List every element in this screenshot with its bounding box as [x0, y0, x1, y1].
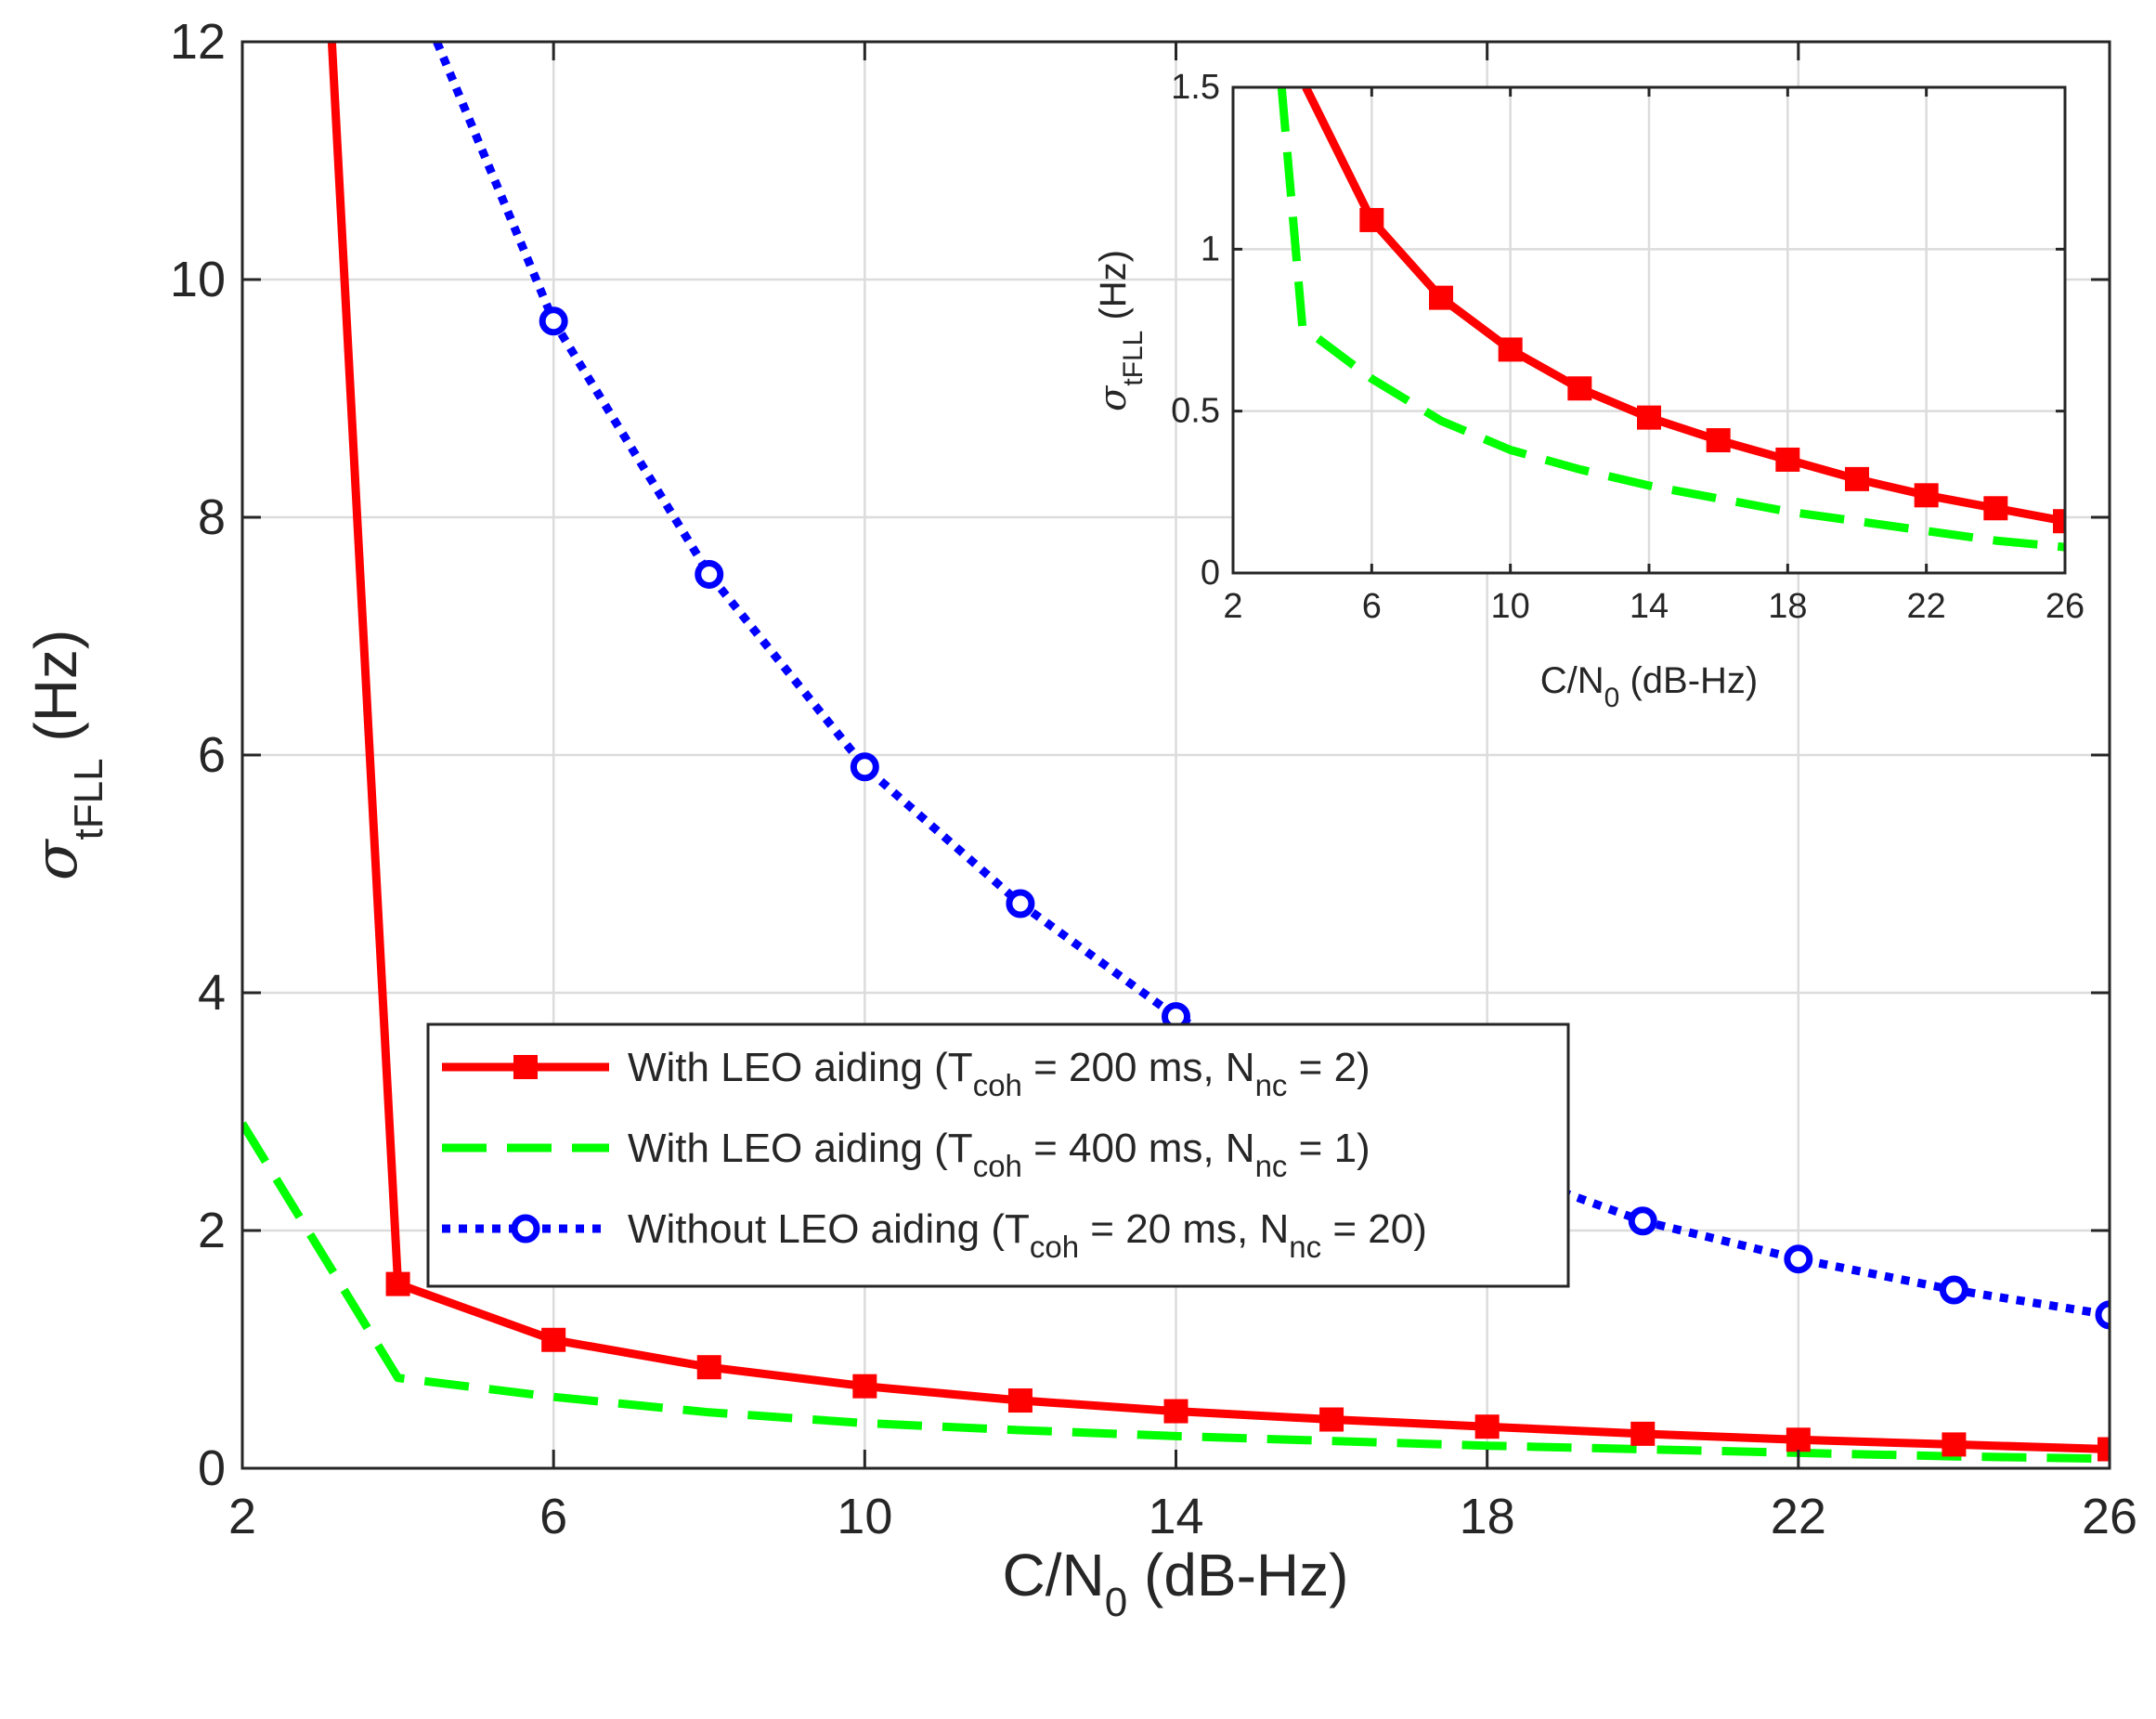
main-series-line	[433, 42, 2110, 1320]
main-marker-square	[2098, 1437, 2110, 1462]
legend-item-3: Without LEO aiding (Tcoh = 20 ms, Nnc = …	[442, 1206, 1427, 1264]
legend: With LEO aiding (Tcoh = 200 ms, Nnc = 2)…	[426, 1022, 1570, 1288]
main-marker-circle	[850, 752, 879, 782]
main-ticks	[240, 40, 2111, 1470]
main-y-tick-label: 2	[198, 1203, 226, 1258]
main-marker-square	[1163, 1399, 1188, 1424]
main-marker-circle	[1784, 1244, 1813, 1274]
inset-x-tick-label: 22	[1907, 587, 1946, 626]
main-x-tick-label: 6	[539, 1489, 567, 1544]
main-marker-square	[1942, 1432, 1967, 1457]
inset-y-tick-label: 0	[1201, 553, 1220, 593]
main-marker-square	[1007, 1388, 1033, 1413]
inset-x-tick-label: 26	[2046, 587, 2085, 626]
main-marker-square	[1319, 1407, 1344, 1432]
main-marker-circle	[539, 306, 568, 336]
legend-item-2: With LEO aiding (Tcoh = 400 ms, Nnc = 1)	[442, 1126, 1370, 1183]
inset-marker-square	[1845, 466, 1869, 491]
main-marker-square	[385, 1271, 410, 1296]
main-x-tick-label: 22	[1771, 1489, 1826, 1544]
main-marker-square	[1474, 1414, 1500, 1439]
inset-marker-square	[1775, 447, 1800, 472]
inset-x-tick-label: 6	[1362, 587, 1382, 626]
main-x-tick-label: 2	[228, 1489, 256, 1544]
main-x-tick-label: 10	[837, 1489, 892, 1544]
inset-x-axis-label: C/N0 (dB-Hz)	[1540, 660, 1758, 713]
main-y-axis-label: σtFLL (Hz)	[22, 630, 111, 880]
main-marker-circle	[1006, 889, 1035, 918]
main-marker-square	[541, 1327, 566, 1352]
inset-marker-square	[1706, 428, 1731, 453]
inset-x-tick-label: 14	[1630, 587, 1669, 626]
inset-y-tick-label: 1	[1201, 229, 1220, 268]
main-x-axis-label: C/N0 (dB-Hz)	[1003, 1542, 1349, 1625]
legend-label: Without LEO aiding (Tcoh = 20 ms, Nnc = …	[628, 1206, 1427, 1264]
inset-marker-square	[1567, 376, 1592, 401]
main-y-tick-label: 0	[198, 1440, 226, 1496]
inset-series	[1277, 87, 2065, 552]
main-y-tick-label: 12	[170, 14, 226, 70]
legend-label: With LEO aiding (Tcoh = 400 ms, Nnc = 1)	[628, 1126, 1370, 1183]
main-marker-square	[1786, 1427, 1811, 1452]
inset-series-2	[1277, 87, 2065, 552]
main-y-tick-label: 6	[198, 727, 226, 783]
main-marker-circle	[2095, 1300, 2110, 1330]
inset-marker-square	[1498, 337, 1523, 362]
main-marker-circle	[1628, 1206, 1657, 1236]
inset-x-tick-label: 10	[1491, 587, 1530, 626]
legend-label: With LEO aiding (Tcoh = 200 ms, Nnc = 2)	[628, 1045, 1370, 1102]
main-y-tick-label: 8	[198, 489, 226, 545]
legend-box	[426, 1022, 1570, 1288]
main-marker-square	[852, 1374, 877, 1399]
legend-marker-circle	[511, 1214, 540, 1244]
inset-marker-square	[2053, 509, 2065, 534]
main-series-1	[327, 42, 2110, 1462]
inset-marker-square	[1359, 207, 1384, 232]
inset-x-tick-label: 18	[1768, 587, 1807, 626]
main-x-tick-label: 18	[1460, 1489, 1515, 1544]
inset-y-tick-label: 1.5	[1171, 68, 1220, 107]
main-x-tick-label: 14	[1148, 1489, 1203, 1544]
inset-y-axis-label: σtFLL (Hz)	[1092, 250, 1149, 411]
inset-y-tick-label: 0.5	[1171, 392, 1220, 431]
legend-marker-square	[513, 1055, 538, 1079]
inset-x-tick-label: 2	[1223, 587, 1242, 626]
main-marker-square	[696, 1355, 721, 1380]
main-marker-circle	[1939, 1275, 1968, 1305]
main-y-tick-label: 4	[198, 965, 226, 1021]
main-marker-circle	[695, 559, 724, 589]
inset-ticks	[1231, 85, 2067, 575]
main-y-tick-label: 10	[170, 252, 226, 307]
inset-marker-square	[1637, 405, 1661, 430]
main-x-tick-label: 26	[2082, 1489, 2137, 1544]
inset-marker-square	[1429, 285, 1453, 310]
inset-marker-square	[1914, 483, 1939, 508]
inset-marker-square	[1983, 496, 2008, 521]
main-marker-square	[1630, 1421, 1656, 1446]
legend-item-1: With LEO aiding (Tcoh = 200 ms, Nnc = 2)	[442, 1045, 1370, 1102]
inset-series-line	[1277, 87, 2065, 552]
main-series-3	[433, 42, 2110, 1330]
inset-series-1	[1302, 87, 2065, 534]
